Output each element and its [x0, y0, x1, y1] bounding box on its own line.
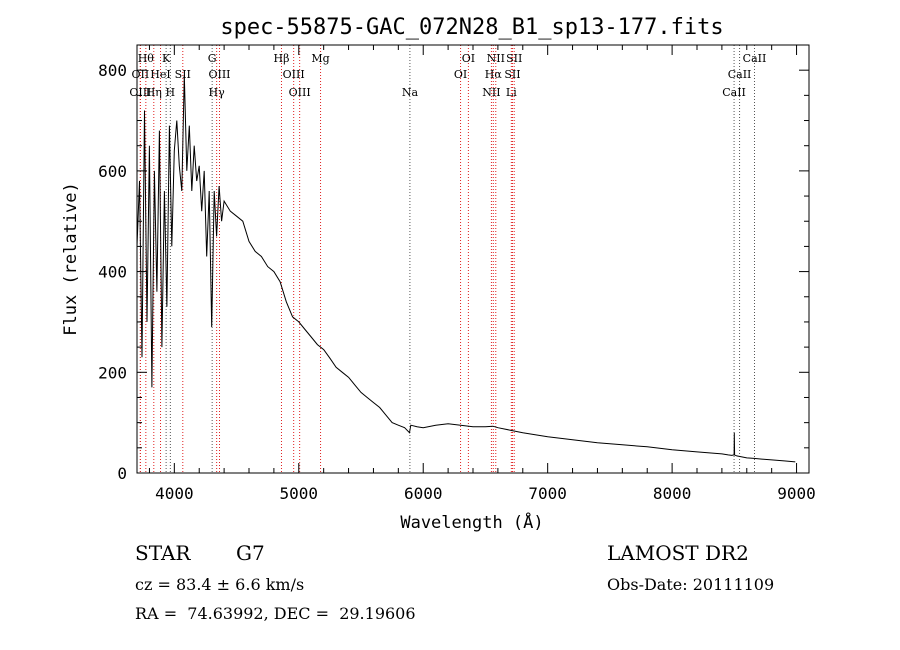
line-label-sii: SII	[504, 68, 520, 81]
y-axis-label: Flux (relative)	[61, 182, 81, 336]
y-axis: 0 200 400 600 800	[98, 44, 809, 483]
line-label-caii: CaII	[722, 86, 746, 99]
observation-date: Obs-Date: 20111109	[607, 575, 775, 594]
line-label-sii: SII	[175, 68, 191, 81]
line-label-caii: CaII	[728, 68, 752, 81]
line-label-oiii: OIII	[208, 68, 230, 81]
line-label-hβ: Hβ	[274, 52, 290, 65]
plot-frame	[136, 44, 810, 474]
line-label-oiii: OIII	[129, 86, 151, 99]
x-tick-label: 5000	[280, 484, 319, 503]
line-label-hη: Hη	[146, 86, 162, 99]
y-tick-label: 600	[98, 162, 127, 181]
line-label-nii: NII	[487, 52, 505, 65]
line-label-h: H	[166, 86, 176, 99]
x-tick-label: 4000	[155, 484, 194, 503]
sky-coordinates: RA = 74.63992, DEC = 29.19606	[135, 604, 416, 623]
x-tick-label: 7000	[528, 484, 567, 503]
line-label-hα: Hα	[485, 68, 503, 81]
redshift-cz: cz = 83.4 ± 6.6 km/s	[135, 575, 305, 594]
line-label-oi: OI	[454, 68, 467, 81]
spectrum-series	[136, 75, 796, 463]
chart-title: spec-55875-GAC_072N28_B1_sp13-177.fits	[220, 15, 723, 40]
line-label-caii: CaII	[743, 52, 767, 65]
spectrum-line	[136, 75, 796, 463]
x-axis: 4000 5000 6000 7000 8000 9000	[148, 45, 816, 503]
object-class: STAR	[135, 541, 191, 565]
x-axis-label: Wavelength (Å)	[400, 511, 543, 533]
x-tick-label: 8000	[653, 484, 692, 503]
line-label-hγ: Hγ	[209, 86, 226, 99]
line-label-li: Li	[506, 86, 517, 99]
y-tick-label: 800	[98, 61, 127, 80]
x-tick-label: 9000	[777, 484, 816, 503]
line-label-hei: HeI	[150, 68, 170, 81]
line-label-na: Na	[402, 86, 419, 99]
line-label-hθ: Hθ	[138, 52, 155, 65]
object-subclass: G7	[236, 541, 265, 565]
line-label-k: K	[162, 52, 171, 65]
x-tick-label: 6000	[404, 484, 443, 503]
y-tick-label: 200	[98, 363, 127, 382]
spectral-line-markers	[139, 45, 755, 473]
y-tick-label: 0	[117, 464, 127, 483]
line-label-oi: OI	[462, 52, 475, 65]
line-label-g: G	[208, 52, 217, 65]
line-label-oiii: OIII	[289, 86, 311, 99]
line-label-sii: SII	[506, 52, 522, 65]
survey-name: LAMOST DR2	[607, 541, 749, 565]
line-label-nii: NII	[482, 86, 500, 99]
line-label-mg: Mg	[311, 52, 329, 65]
line-label-oiii: OIII	[283, 68, 305, 81]
y-tick-label: 400	[98, 263, 127, 282]
line-label-oii: OII	[132, 68, 150, 81]
